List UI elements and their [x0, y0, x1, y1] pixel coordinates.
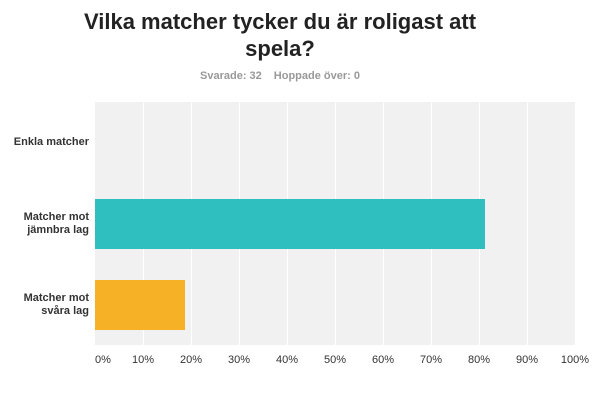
bar [95, 198, 485, 249]
x-tick-label: 100% [560, 354, 590, 366]
skipped-count: Hoppade över: 0 [273, 70, 360, 82]
answered-count: Svarade: 32 [200, 70, 262, 82]
x-tick-label: 40% [275, 354, 299, 366]
chart-title: Vilka matcher tycker du är roligast att … [80, 8, 480, 62]
x-tick-label: 90% [515, 354, 539, 366]
x-tick-label: 70% [419, 354, 443, 366]
chart-title-line-2: spela? [245, 36, 315, 61]
category-label-line: Matcher mot [23, 291, 89, 304]
category-label-line: Matcher mot [23, 210, 89, 223]
category-label: Matcher mot svåra lag [0, 292, 89, 318]
category-label-line: Enkla matcher [13, 136, 89, 148]
x-tick-label: 10% [131, 354, 155, 366]
plot-area [95, 102, 575, 345]
category-label: Matcher mot jämnbra lag [0, 211, 89, 237]
chart-title-line-1: Vilka matcher tycker du är roligast att [83, 9, 477, 34]
category-label-line: jämnbra lag [27, 223, 89, 236]
x-tick-label: 50% [323, 354, 347, 366]
category-label-line: svåra lag [41, 304, 89, 317]
category-label: Enkla matcher [0, 136, 89, 149]
x-tick-label: 80% [467, 354, 491, 366]
x-tick-label: 0% [95, 354, 111, 366]
x-tick-label: 20% [179, 354, 203, 366]
bar [95, 279, 185, 330]
response-summary: Svarade: 32 Hoppade över: 0 [0, 70, 560, 82]
x-tick-label: 60% [371, 354, 395, 366]
x-tick-label: 30% [227, 354, 251, 366]
x-gridline [527, 102, 528, 345]
